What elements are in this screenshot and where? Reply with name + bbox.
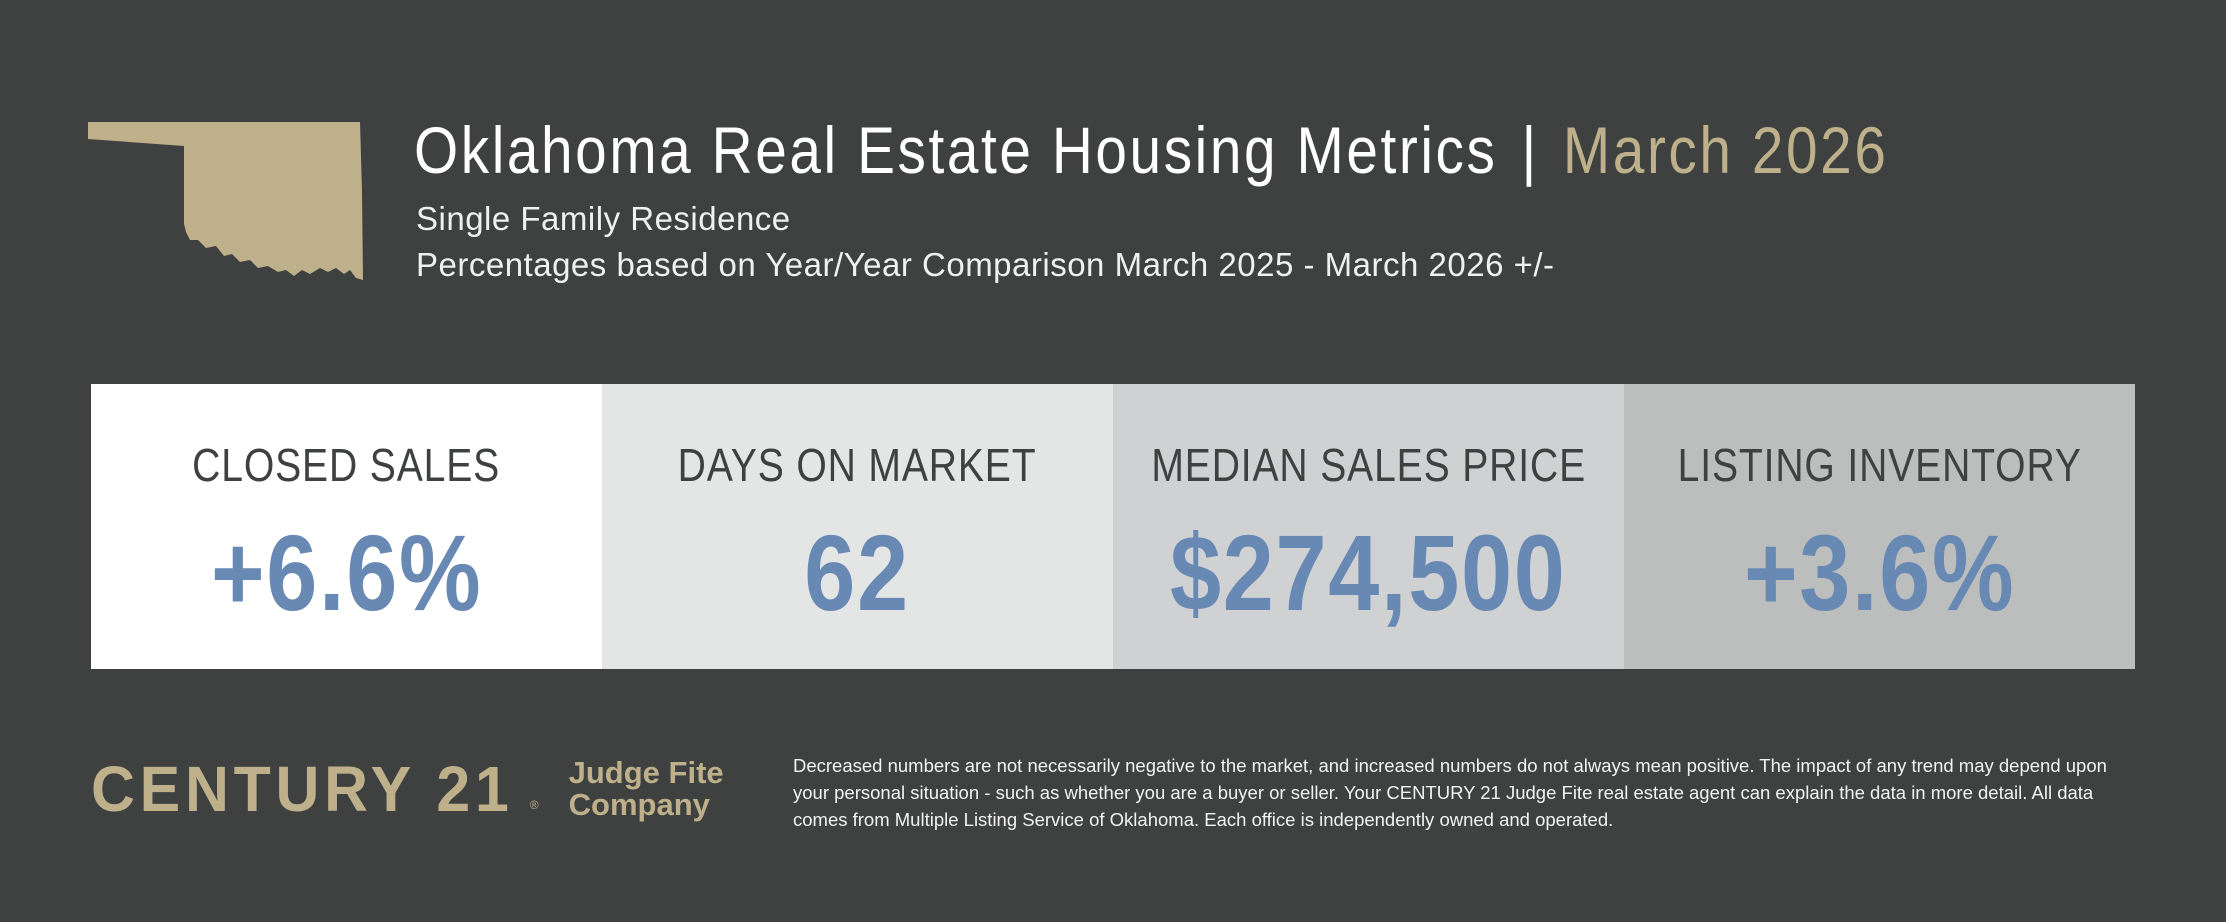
metric-value: +6.6%: [210, 512, 483, 633]
office-name-line2: Company: [568, 787, 710, 822]
metric-closed-sales: CLOSED SALES +6.6%: [91, 384, 602, 669]
century21-logo: CENTURY 21 ® Judge Fite Company: [91, 752, 724, 826]
oklahoma-map-icon: [88, 122, 363, 280]
metric-label: CLOSED SALES: [192, 439, 501, 491]
title-date: March 2026: [1562, 113, 1889, 187]
subtitle: Single Family Residence: [416, 200, 791, 237]
metric-median-sales-price: MEDIAN SALES PRICE $274,500: [1112, 384, 1625, 669]
metric-label: MEDIAN SALES PRICE: [1151, 439, 1586, 491]
registered-mark: ®: [529, 798, 539, 812]
metrics-panel: CLOSED SALES +6.6% DAYS ON MARKET 62 MED…: [91, 384, 2135, 669]
metric-value: $274,500: [1170, 512, 1567, 633]
office-name-line1: Judge Fite: [568, 755, 724, 790]
metric-value: 62: [804, 512, 911, 633]
comparison-note: Percentages based on Year/Year Compariso…: [416, 246, 1555, 283]
metric-value: +3.6%: [1743, 512, 2016, 633]
title-separator: |: [1521, 113, 1539, 187]
metric-listing-inventory: LISTING INVENTORY +3.6%: [1624, 384, 2135, 669]
page-title: Oklahoma Real Estate Housing Metrics | Mar…: [414, 112, 1888, 188]
metric-days-on-market: DAYS ON MARKET 62: [601, 384, 1113, 669]
office-name: Judge Fite Company: [569, 757, 724, 821]
metric-label: LISTING INVENTORY: [1677, 439, 2082, 491]
brand-name: CENTURY 21: [91, 753, 514, 825]
metric-label: DAYS ON MARKET: [677, 439, 1037, 491]
title-text: Oklahoma Real Estate Housing Metrics: [414, 113, 1498, 187]
disclaimer: Decreased numbers are not necessarily ne…: [793, 755, 2107, 830]
